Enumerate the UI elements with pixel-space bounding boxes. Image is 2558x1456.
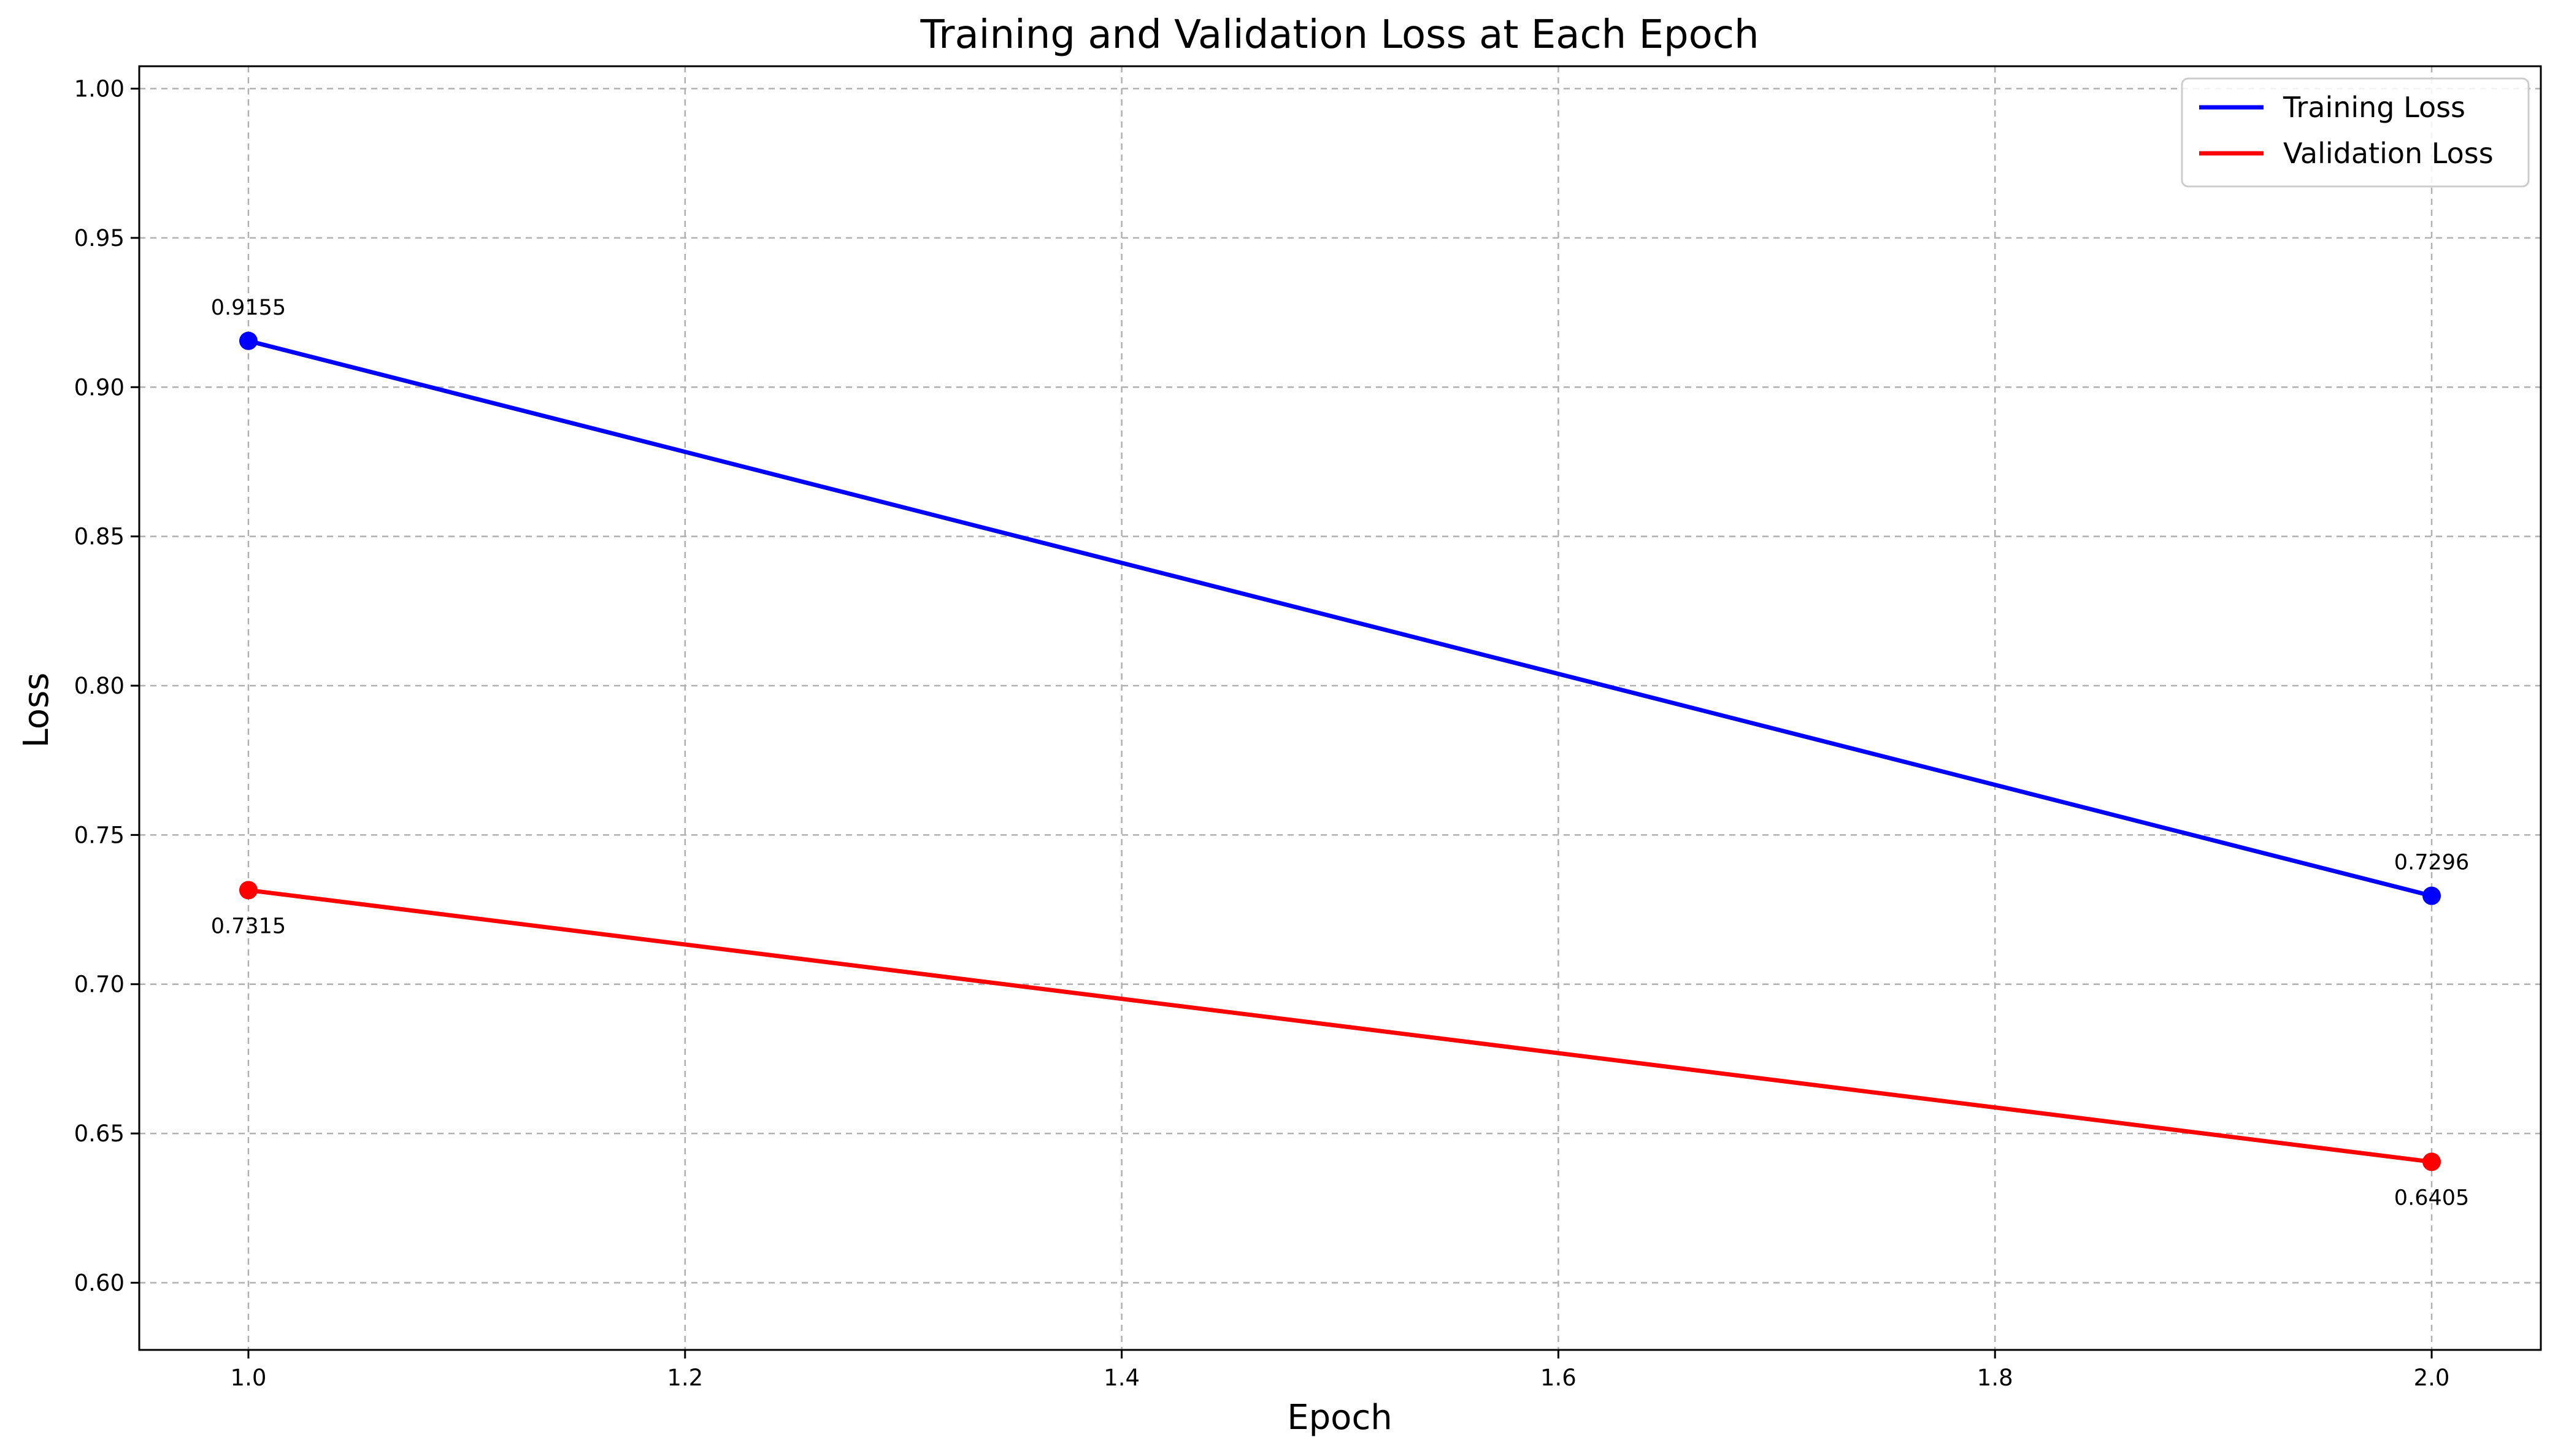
x-tick-label: 2.0 xyxy=(2414,1365,2450,1391)
validation-loss-point xyxy=(2422,1152,2441,1171)
validation-loss-data-label: 0.6405 xyxy=(2394,1186,2469,1210)
x-tick-label: 1.2 xyxy=(667,1365,703,1391)
training-loss-line xyxy=(248,339,2432,899)
training-loss-point xyxy=(239,331,258,350)
y-tick-label: 0.70 xyxy=(74,971,125,998)
y-tick-label: 0.60 xyxy=(74,1270,125,1296)
validation-loss-line xyxy=(248,887,2432,1164)
y-tick-label: 0.95 xyxy=(74,225,125,251)
data-labels: 0.9155 0.7296 0.7315 0.6405 xyxy=(211,296,2470,1211)
x-tick-label: 1.8 xyxy=(1977,1365,2013,1391)
y-tick-label: 1.00 xyxy=(74,76,125,102)
plot-frame xyxy=(138,65,2542,1351)
training-loss-data-label: 0.7296 xyxy=(2394,851,2469,875)
x-axis-label: Epoch xyxy=(1287,1398,1392,1438)
y-tick-label: 0.85 xyxy=(74,524,125,550)
training-loss-data-label: 0.9155 xyxy=(211,296,286,320)
chart-title: Training and Validation Loss at Each Epo… xyxy=(920,12,1759,58)
y-tick-label: 0.75 xyxy=(74,822,125,848)
training-loss-point xyxy=(2422,886,2441,905)
grid-lines xyxy=(139,66,2541,1350)
legend-label-training-loss: Training Loss xyxy=(2283,91,2465,124)
legend-box xyxy=(2181,77,2530,188)
legend-label-validation-loss: Validation Loss xyxy=(2283,137,2494,170)
legend: Training Loss Validation Loss xyxy=(2181,77,2530,188)
x-tick-label: 1.6 xyxy=(1540,1365,1577,1391)
y-tick-label: 0.80 xyxy=(74,673,125,699)
validation-loss-point xyxy=(239,881,258,900)
y-tick-label: 0.65 xyxy=(74,1121,125,1147)
series-group xyxy=(239,331,2441,1171)
axis-ticks: 1.0 1.2 1.4 1.6 1.8 2.0 0.60 0.65 0.70 0.75 0.80 0.… xyxy=(74,76,2450,1391)
y-tick-label: 0.90 xyxy=(74,374,125,400)
x-tick-label: 1.0 xyxy=(231,1365,267,1391)
x-tick-label: 1.4 xyxy=(1104,1365,1140,1391)
validation-loss-data-label: 0.7315 xyxy=(211,914,286,938)
y-axis-label: Loss xyxy=(17,673,56,748)
